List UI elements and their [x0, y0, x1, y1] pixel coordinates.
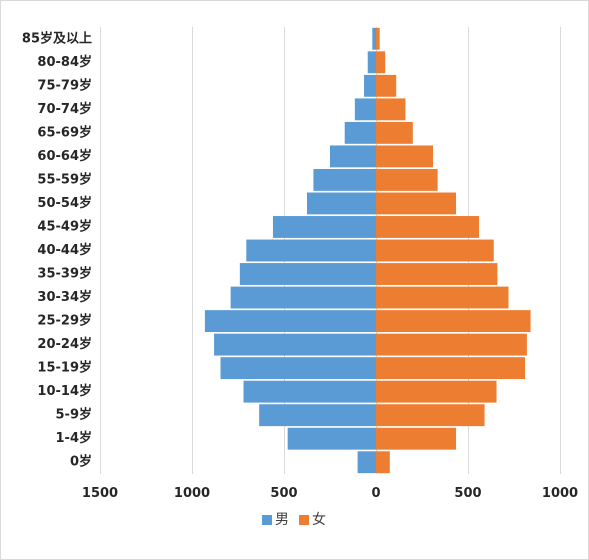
bar-male-12: [204, 310, 376, 333]
category-label-3: 70-74岁: [37, 101, 92, 117]
category-label-12: 25-29岁: [37, 313, 92, 329]
x-tick-labels: 1500 1000 500 0 500 1000: [82, 486, 578, 501]
category-label-17: 1-4岁: [56, 430, 93, 446]
bar-female-13: [376, 333, 527, 356]
bar-male-16: [259, 404, 376, 427]
bar-male-3: [354, 98, 376, 121]
bar-female-2: [376, 74, 397, 97]
category-label-14: 15-19岁: [37, 360, 92, 376]
x-tick-label-0: 1500: [82, 486, 118, 501]
category-label-0: 85岁及以上: [22, 30, 92, 46]
legend-swatch-0: [262, 515, 272, 525]
bar-male-10: [239, 263, 376, 285]
bar-male-6: [313, 168, 376, 191]
bar-female-4: [376, 121, 413, 144]
category-labels: 85岁及以上 80-84岁 75-79岁 70-74岁 65-69岁 60-64岁 55-5…: [22, 30, 92, 469]
bar-female-17: [376, 427, 457, 450]
bar-male-14: [220, 357, 376, 380]
bar-male-18: [357, 451, 376, 474]
bar-male-13: [214, 333, 376, 356]
bars: [204, 27, 531, 474]
category-label-1: 80-84岁: [37, 54, 92, 70]
legend-label-0: 男: [275, 512, 289, 528]
bar-female-1: [376, 51, 386, 74]
category-label-13: 20-24岁: [37, 336, 92, 352]
x-tick-label-1: 1000: [174, 486, 210, 501]
bar-male-2: [364, 74, 376, 97]
bar-male-11: [230, 286, 376, 309]
bar-male-5: [330, 145, 376, 168]
x-tick-label-5: 1000: [542, 486, 578, 501]
x-tick-label-4: 500: [454, 486, 481, 501]
bar-female-8: [376, 216, 480, 238]
bar-female-9: [376, 239, 494, 262]
category-label-7: 50-54岁: [37, 195, 92, 211]
x-tick-label-3: 0: [371, 486, 380, 501]
bar-female-14: [376, 357, 526, 380]
bar-female-11: [376, 286, 509, 309]
category-label-16: 5-9岁: [56, 407, 93, 423]
category-label-9: 40-44岁: [37, 242, 92, 258]
bar-female-12: [376, 310, 531, 333]
legend-label-1: 女: [312, 511, 326, 528]
category-label-18: 0岁: [70, 454, 92, 470]
bar-female-7: [376, 192, 457, 215]
bar-female-15: [376, 380, 497, 403]
bar-female-0: [376, 27, 380, 50]
category-label-6: 55-59岁: [37, 171, 92, 187]
bar-male-7: [307, 192, 376, 215]
legend: 男女: [262, 511, 326, 528]
category-label-4: 65-69岁: [37, 124, 92, 140]
bar-female-16: [376, 404, 485, 427]
bar-male-17: [287, 427, 376, 450]
legend-swatch-1: [299, 515, 309, 525]
bar-male-9: [246, 239, 376, 262]
category-label-2: 75-79岁: [37, 77, 92, 93]
bar-male-15: [243, 380, 376, 403]
bar-male-8: [272, 216, 376, 238]
x-tick-label-2: 500: [270, 486, 297, 501]
category-label-15: 10-14岁: [37, 383, 92, 399]
category-label-11: 30-34岁: [37, 289, 92, 305]
bar-female-5: [376, 145, 434, 168]
bar-female-18: [376, 451, 390, 474]
category-label-10: 35-39岁: [37, 266, 92, 282]
bar-female-6: [376, 168, 438, 191]
category-label-5: 60-64岁: [37, 148, 92, 164]
bar-male-0: [372, 27, 376, 50]
bar-female-3: [376, 98, 406, 121]
bar-female-10: [376, 263, 498, 285]
category-label-8: 45-49岁: [37, 218, 92, 234]
bar-male-4: [344, 121, 376, 144]
bar-male-1: [367, 51, 376, 74]
